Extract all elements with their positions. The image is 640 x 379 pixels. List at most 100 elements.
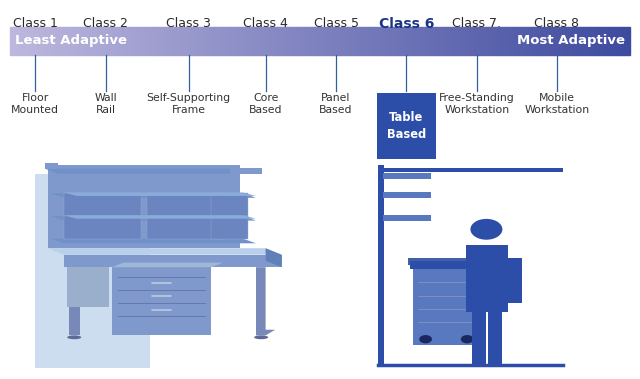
Bar (472, 312, 486, 365)
Bar (196, 27, 198, 55)
Text: Core
Based: Core Based (249, 93, 282, 115)
Bar (408, 258, 485, 265)
Text: Free-Standing
Workstation: Free-Standing Workstation (439, 93, 515, 115)
Bar (281, 27, 283, 55)
Bar (159, 27, 161, 55)
Bar (264, 27, 266, 55)
Bar (262, 27, 264, 55)
Bar (434, 27, 436, 55)
Bar (175, 27, 177, 55)
Bar (496, 27, 498, 55)
Bar (498, 27, 500, 55)
Bar (409, 27, 411, 55)
Ellipse shape (419, 335, 432, 343)
Bar (225, 27, 227, 55)
Bar (399, 27, 401, 55)
Ellipse shape (254, 335, 268, 339)
Bar (444, 27, 446, 55)
Bar (421, 27, 424, 55)
Bar (562, 27, 564, 55)
Bar (335, 27, 337, 55)
Bar (152, 27, 154, 55)
Bar (53, 27, 55, 55)
Bar (78, 27, 80, 55)
Bar (506, 27, 508, 55)
Bar (318, 27, 320, 55)
Bar (456, 27, 459, 55)
Bar (378, 165, 384, 366)
Bar (410, 261, 468, 269)
Bar (365, 27, 367, 55)
Polygon shape (45, 169, 262, 174)
Bar (72, 27, 74, 55)
Bar (552, 27, 554, 55)
Bar (554, 27, 556, 55)
Bar (113, 27, 115, 55)
Bar (109, 27, 111, 55)
Bar (602, 27, 604, 55)
Bar (252, 27, 254, 55)
Bar (202, 27, 204, 55)
Bar (548, 27, 550, 55)
Bar (502, 27, 504, 55)
Bar (525, 27, 527, 55)
Text: Class 1: Class 1 (13, 17, 58, 30)
Bar (326, 27, 328, 55)
Bar (117, 27, 119, 55)
Bar (266, 27, 268, 55)
Bar (165, 27, 167, 55)
Bar (28, 27, 30, 55)
Bar (35, 174, 150, 368)
Bar (132, 27, 134, 55)
Bar (312, 27, 314, 55)
Bar (48, 165, 240, 248)
Bar (212, 27, 214, 55)
Bar (345, 27, 347, 55)
Bar (204, 27, 206, 55)
Bar (320, 27, 322, 55)
Bar (36, 27, 38, 55)
Bar (127, 27, 130, 55)
Bar (146, 27, 148, 55)
Polygon shape (256, 267, 275, 335)
Bar (99, 27, 100, 55)
Bar (74, 27, 76, 55)
Bar (214, 27, 216, 55)
Bar (105, 27, 107, 55)
Bar (513, 27, 515, 55)
Bar (243, 27, 246, 55)
Bar (47, 27, 49, 55)
Bar (124, 27, 125, 55)
Bar (504, 27, 506, 55)
Bar (287, 27, 289, 55)
Bar (80, 27, 82, 55)
Bar (328, 27, 330, 55)
Text: Panel
Based: Panel Based (319, 93, 353, 115)
Text: Class 3: Class 3 (166, 17, 211, 30)
Bar (246, 27, 248, 55)
Bar (221, 27, 223, 55)
Bar (324, 27, 326, 55)
Bar (508, 27, 510, 55)
Bar (268, 27, 270, 55)
Bar (260, 27, 262, 55)
Bar (527, 27, 529, 55)
Bar (382, 27, 384, 55)
Bar (157, 27, 159, 55)
Bar (580, 27, 583, 55)
Bar (20, 27, 22, 55)
Bar (49, 27, 51, 55)
Bar (12, 27, 13, 55)
Bar (604, 27, 605, 55)
Bar (206, 27, 208, 55)
Bar (377, 93, 436, 159)
Bar (577, 27, 579, 55)
Bar (432, 27, 434, 55)
Bar (413, 265, 480, 345)
Bar (343, 27, 345, 55)
Bar (397, 27, 399, 55)
Bar (16, 27, 18, 55)
Bar (189, 27, 192, 55)
Bar (521, 27, 523, 55)
Bar (86, 27, 88, 55)
